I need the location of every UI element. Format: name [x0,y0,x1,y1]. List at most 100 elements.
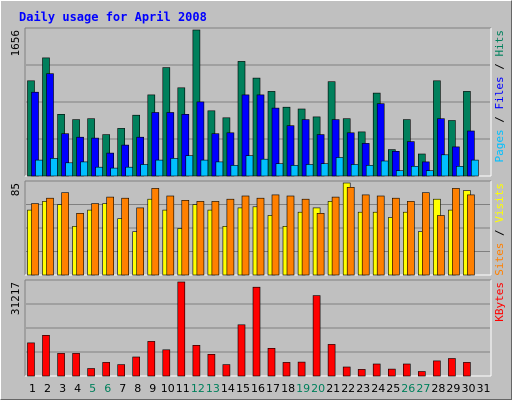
x-tick-label: 22 [341,382,355,395]
x-tick-label: 28 [431,382,445,395]
bar-sites-day-22 [346,187,355,276]
bar-sites-day-6 [106,196,114,276]
y-axis-max-label: 1656 [9,30,22,57]
bar-files-day-19 [301,119,310,177]
bar-kbytes-day-10 [162,349,171,377]
legend-separator: / [493,57,506,77]
x-tick-label: 31 [477,382,491,395]
x-tick-label: 17 [266,382,280,395]
bar-pages-day-23 [365,165,374,177]
bar-sites-day-16 [256,197,265,276]
chart-title: Daily usage for April 2008 [19,10,207,24]
x-tick-label: 18 [281,382,295,395]
y-axis-max-label: 85 [9,183,22,196]
bar-pages-day-1 [35,159,43,177]
bar-kbytes-day-12 [192,344,201,377]
y-axis-max-label: 31217 [9,282,22,315]
bar-files-day-12 [196,101,205,177]
bar-files-day-10 [166,112,175,177]
bar-sites-day-25 [391,197,400,276]
bar-kbytes-day-22 [342,366,351,377]
legend-separator: / [493,223,506,243]
bar-kbytes-day-4 [72,353,80,377]
x-tick-label: 9 [149,382,156,395]
x-tick-label: 16 [251,382,265,395]
bar-sites-day-14 [226,198,235,276]
bar-sites-day-3 [61,192,69,276]
bar-files-day-8 [136,136,144,177]
bar-sites-day-1 [31,203,39,276]
bar-sites-day-24 [376,195,385,276]
bar-sites-day-30 [467,194,475,276]
bar-pages-day-25 [395,170,404,177]
bar-files-day-25 [391,151,400,177]
bar-sites-day-13 [211,201,220,276]
bar-files-day-21 [331,119,340,177]
bar-kbytes-day-20 [312,295,321,377]
bar-pages-day-12 [200,159,209,177]
x-tick-label: 14 [221,382,235,395]
x-tick-label: 11 [176,382,190,395]
bar-sites-day-17 [271,194,280,276]
bar-sites-day-7 [121,197,129,276]
bar-kbytes-day-17 [267,347,276,377]
x-tick-label: 2 [44,382,51,395]
bar-pages-day-28 [441,154,449,177]
bar-sites-day-26 [406,201,415,276]
x-tick-label: 29 [446,382,460,395]
bar-pages-day-3 [65,162,73,177]
bar-pages-day-14 [230,165,239,177]
bar-pages-day-9 [155,159,164,177]
bar-files-day-4 [76,136,84,177]
bar-files-day-28 [437,118,445,177]
bar-pages-day-17 [275,163,284,177]
bar-pages-day-29 [456,166,464,177]
x-tick-label: 20 [311,382,325,395]
bar-files-day-2 [46,73,54,177]
bar-sites-day-21 [331,196,340,276]
x-tick-label: 1 [29,382,36,395]
bar-files-day-18 [286,125,295,177]
x-tick-label: 27 [416,382,430,395]
bar-kbytes-day-25 [387,368,396,377]
panel-3: 31217 KBytes [9,279,506,377]
x-tick-label: 10 [161,382,175,395]
bar-files-day-5 [91,137,99,177]
bar-sites-day-28 [437,215,445,276]
bar-sites-day-11 [181,200,190,276]
bar-kbytes-day-16 [252,286,261,377]
x-tick-label: 8 [134,382,141,395]
bar-files-day-1 [31,91,39,177]
bar-pages-day-30 [471,159,479,177]
bar-sites-day-5 [91,203,99,276]
bar-kbytes-day-19 [297,361,306,377]
x-tick-label: 7 [119,382,126,395]
x-tick-label: 15 [236,382,250,395]
bar-pages-day-22 [350,164,359,177]
bar-pages-day-5 [95,166,103,177]
x-tick-label: 26 [401,382,415,395]
bar-files-day-11 [181,114,190,177]
bar-pages-day-13 [215,161,224,177]
bar-files-day-16 [256,94,265,177]
bar-kbytes-day-18 [282,362,291,377]
bar-kbytes-day-15 [237,324,246,377]
bar-pages-day-21 [335,157,344,177]
bar-kbytes-day-28 [433,360,441,377]
x-tick-label: 23 [356,382,370,395]
bar-sites-day-4 [76,213,84,276]
x-tick-label: 3 [59,382,66,395]
bar-kbytes-day-8 [132,356,140,377]
bar-kbytes-day-26 [402,363,411,377]
bar-files-day-13 [211,133,220,177]
bar-pages-day-15 [245,155,254,177]
x-tick-label: 19 [296,382,310,395]
legend-kbytes: KBytes [493,282,506,322]
x-tick-label: 4 [74,382,81,395]
bar-files-day-26 [406,141,415,177]
x-tick-label: 25 [386,382,400,395]
bar-sites-day-29 [452,188,460,276]
x-tick-label: 24 [371,382,385,395]
legend: KBytes [493,282,506,322]
